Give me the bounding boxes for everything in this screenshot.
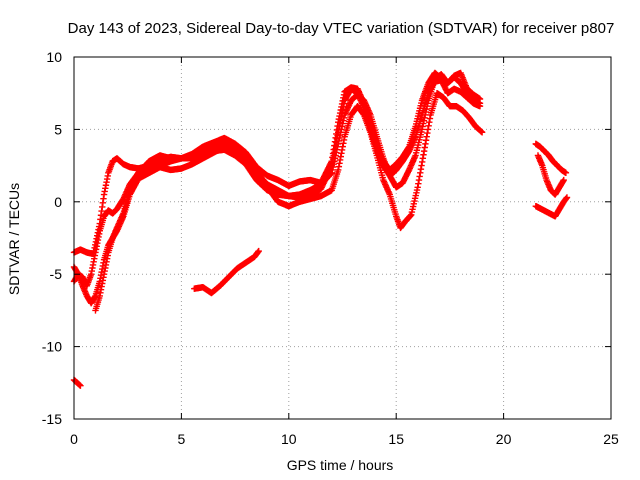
series-trace-8	[534, 152, 567, 198]
chart-title: Day 143 of 2023, Sidereal Day-to-day VTE…	[68, 20, 615, 37]
x-tick-label: 0	[70, 431, 78, 447]
y-tick-label: -10	[42, 339, 62, 355]
x-tick-label: 5	[178, 431, 186, 447]
x-axis-label: GPS time / hours	[287, 457, 394, 473]
data-point	[478, 129, 486, 136]
data-point	[255, 247, 262, 255]
series-trace-9	[532, 194, 571, 220]
y-tick-label: 10	[46, 49, 62, 65]
data-point	[563, 194, 571, 201]
data-point	[562, 169, 570, 177]
data-point	[476, 95, 484, 103]
axis-ticks: 0 5 10 15 20 25 -15 -10 -5 0 5 10	[42, 49, 619, 447]
x-tick-label: 20	[496, 431, 512, 447]
series-trace-3	[70, 69, 484, 258]
x-tick-label: 25	[603, 431, 619, 447]
x-tick-label: 15	[388, 431, 404, 447]
series-trace-4	[92, 90, 486, 314]
y-tick-label: 5	[54, 121, 62, 137]
series-trace-7	[532, 140, 570, 177]
data-points	[70, 69, 571, 389]
x-tick-label: 10	[281, 431, 297, 447]
data-point	[77, 382, 84, 389]
y-tick-label: -5	[50, 266, 63, 282]
data-point	[476, 103, 484, 110]
plot-frame	[73, 56, 612, 420]
y-tick-label: 0	[54, 194, 62, 210]
series-trace-5	[191, 247, 262, 297]
y-tick-label: -15	[42, 411, 62, 427]
y-axis-label: SDTVAR / TECUs	[6, 183, 22, 295]
data-point	[560, 176, 567, 184]
series-trace-6	[70, 376, 84, 389]
